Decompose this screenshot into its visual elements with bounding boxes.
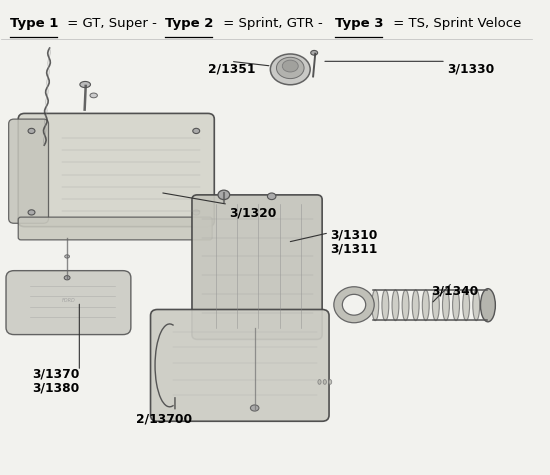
- Ellipse shape: [372, 290, 379, 321]
- Ellipse shape: [65, 255, 69, 258]
- Text: Type 3: Type 3: [336, 17, 384, 30]
- FancyBboxPatch shape: [151, 310, 329, 421]
- Text: = Sprint, GTR -: = Sprint, GTR -: [218, 17, 327, 30]
- FancyBboxPatch shape: [18, 217, 212, 240]
- Ellipse shape: [318, 380, 321, 384]
- Ellipse shape: [282, 60, 298, 72]
- Text: Type 2: Type 2: [166, 17, 214, 30]
- Ellipse shape: [412, 290, 419, 321]
- Ellipse shape: [481, 289, 496, 322]
- Ellipse shape: [192, 128, 200, 133]
- Ellipse shape: [323, 380, 326, 384]
- FancyBboxPatch shape: [18, 114, 214, 227]
- Ellipse shape: [28, 210, 35, 215]
- Ellipse shape: [192, 210, 200, 215]
- FancyBboxPatch shape: [9, 119, 48, 223]
- Text: 2/1351: 2/1351: [208, 62, 255, 75]
- Ellipse shape: [80, 81, 91, 87]
- FancyBboxPatch shape: [192, 195, 322, 339]
- Ellipse shape: [382, 290, 389, 321]
- Ellipse shape: [64, 276, 70, 280]
- Ellipse shape: [473, 290, 480, 321]
- Text: Type 1: Type 1: [10, 17, 59, 30]
- Text: = GT, Super -: = GT, Super -: [63, 17, 162, 30]
- Ellipse shape: [250, 405, 259, 411]
- Text: 3/1340: 3/1340: [431, 285, 478, 298]
- Ellipse shape: [28, 128, 35, 133]
- Text: 3/1310: 3/1310: [330, 228, 377, 241]
- Text: FORD: FORD: [62, 297, 75, 303]
- Ellipse shape: [218, 190, 230, 199]
- Ellipse shape: [271, 54, 310, 85]
- Text: 3/1330: 3/1330: [447, 62, 494, 75]
- Ellipse shape: [277, 57, 304, 78]
- Ellipse shape: [328, 380, 332, 384]
- Ellipse shape: [392, 290, 399, 321]
- Text: = TS, Sprint Veloce: = TS, Sprint Veloce: [388, 17, 521, 30]
- Ellipse shape: [311, 50, 318, 55]
- Text: 2/13700: 2/13700: [136, 413, 192, 426]
- Text: 3/1380: 3/1380: [32, 382, 80, 395]
- Ellipse shape: [402, 290, 409, 321]
- Ellipse shape: [267, 193, 276, 200]
- FancyBboxPatch shape: [6, 271, 131, 334]
- Ellipse shape: [463, 290, 470, 321]
- Text: 3/1311: 3/1311: [330, 242, 377, 255]
- Text: 3/1370: 3/1370: [32, 368, 80, 381]
- Ellipse shape: [443, 290, 449, 321]
- Text: 3/1320: 3/1320: [229, 207, 277, 220]
- Ellipse shape: [432, 290, 439, 321]
- Ellipse shape: [453, 290, 459, 321]
- Ellipse shape: [90, 93, 97, 98]
- Ellipse shape: [422, 290, 429, 321]
- Wedge shape: [334, 287, 374, 323]
